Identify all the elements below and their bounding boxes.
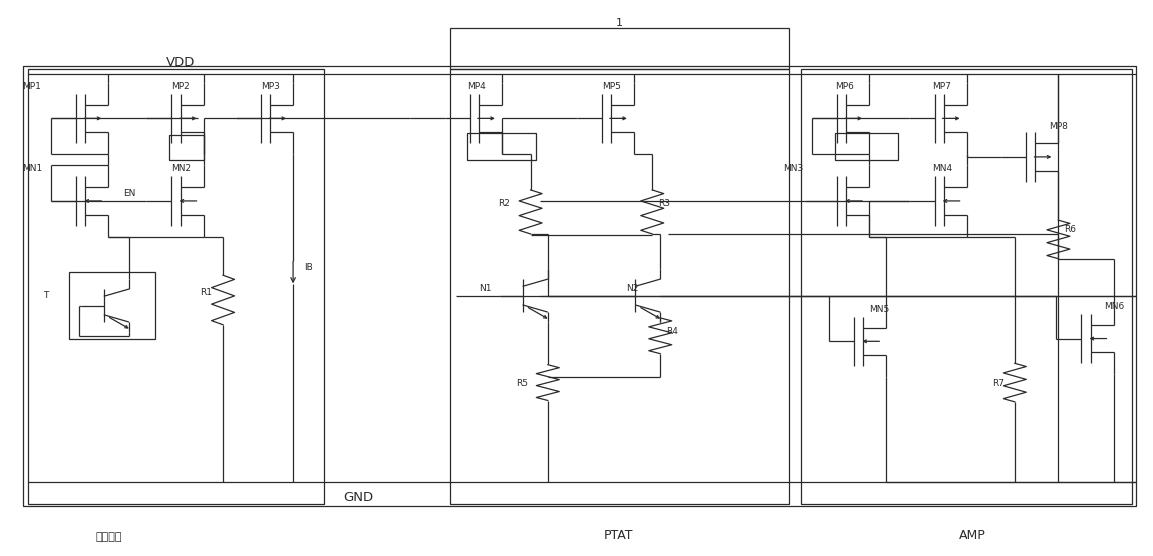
Text: R4: R4 [666, 327, 678, 336]
Text: MP4: MP4 [467, 82, 487, 91]
Text: R1: R1 [201, 288, 212, 297]
Text: MP5: MP5 [602, 82, 620, 91]
Text: R3: R3 [658, 198, 670, 207]
Text: MN5: MN5 [869, 305, 889, 314]
Text: MP7: MP7 [933, 82, 951, 91]
Text: R6: R6 [1064, 225, 1076, 234]
Bar [451, 69, 789, 504]
Bar [169, 135, 204, 160]
Text: 偏置电路: 偏置电路 [95, 532, 121, 542]
Bar [835, 133, 898, 160]
Bar [23, 66, 1137, 507]
Bar [28, 69, 324, 504]
Text: MN4: MN4 [933, 165, 952, 173]
Bar [69, 272, 156, 339]
Text: N1: N1 [478, 284, 491, 293]
Text: MN2: MN2 [172, 165, 191, 173]
Text: MN6: MN6 [1105, 302, 1124, 311]
Text: AMP: AMP [959, 529, 986, 542]
Text: MP1: MP1 [22, 82, 42, 91]
Bar [467, 133, 536, 160]
Text: MP2: MP2 [172, 82, 190, 91]
Text: 1: 1 [616, 18, 623, 28]
Text: MN1: MN1 [22, 165, 43, 173]
Text: N2: N2 [626, 284, 639, 293]
Text: T: T [43, 291, 48, 300]
Text: MP6: MP6 [835, 82, 853, 91]
Text: R5: R5 [515, 379, 528, 388]
Text: R7: R7 [992, 379, 1004, 388]
Text: MN3: MN3 [783, 165, 804, 173]
Text: PTAT: PTAT [604, 529, 634, 542]
Text: MP8: MP8 [1049, 122, 1068, 131]
Bar [801, 69, 1132, 504]
Text: IB: IB [304, 264, 314, 272]
Text: EN: EN [123, 189, 136, 198]
Text: MP3: MP3 [261, 82, 280, 91]
Text: GND: GND [344, 491, 374, 504]
Text: R2: R2 [498, 198, 511, 207]
Bar [451, 28, 789, 69]
Text: VDD: VDD [166, 56, 195, 69]
